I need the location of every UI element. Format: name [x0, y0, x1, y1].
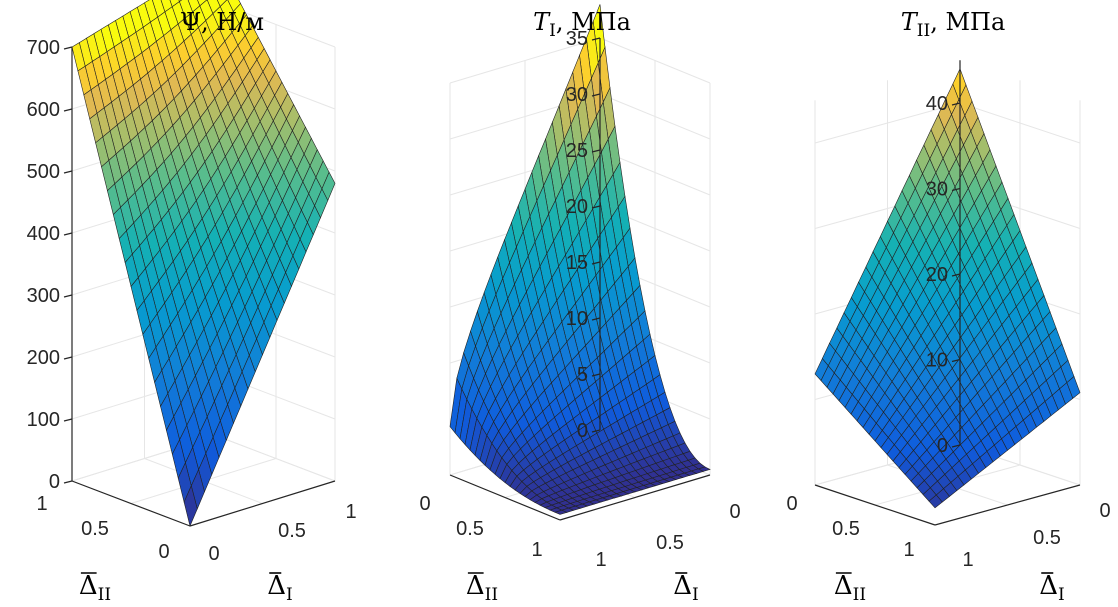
z-tick-label: 400: [27, 223, 60, 245]
z-tick-label: 10: [566, 308, 588, 330]
z-tick-mark: [591, 261, 601, 265]
z-tick-label: 15: [566, 252, 588, 274]
z-tick-mark: [591, 149, 601, 153]
base-axis-line: [189, 480, 336, 527]
surface-patch: [554, 509, 568, 515]
x-tick-label: 0: [729, 501, 740, 523]
x-tick-label: 1: [595, 549, 606, 571]
z-tick-mark: [591, 93, 601, 97]
z-tick-mark: [63, 418, 73, 422]
z-tick-label: 500: [27, 161, 60, 183]
z-tick-label: 600: [27, 99, 60, 121]
z-tick-label: 30: [926, 179, 948, 201]
z-tick-mark: [591, 373, 601, 377]
z-tick-label: 40: [926, 93, 948, 115]
z-tick-mark: [591, 37, 601, 41]
grid-line: [959, 102, 1081, 144]
z-tick-label: 20: [566, 196, 588, 218]
base-axis-line: [934, 484, 1081, 526]
z-tick-label: 0: [937, 435, 948, 457]
panel-title: Ψ, Н/м: [180, 8, 264, 36]
z-tick-mark: [591, 429, 601, 433]
z-tick-mark: [591, 205, 601, 209]
x-tick-label: 1: [962, 549, 973, 571]
y-tick-label: 0.5: [832, 518, 860, 540]
z-tick-mark: [951, 102, 961, 106]
panel-psi: 0 100 200 300 400 500 600 700 0 0.5 1 1 0.5 0 Ψ, Н/м ΔI…: [27, 0, 357, 605]
x-axis-label: ΔI: [1039, 571, 1065, 605]
x-tick-label: 0.5: [656, 532, 684, 554]
z-tick-mark: [63, 232, 73, 236]
z-tick-label: 0: [577, 420, 588, 442]
y-tick-label: 0.5: [456, 518, 484, 540]
surface-patch: [183, 484, 198, 527]
z-tick-mark: [591, 317, 601, 321]
y-tick-label: 1: [531, 539, 542, 561]
z-tick-mark: [63, 294, 73, 298]
z-tick-label: 10: [926, 350, 948, 372]
x-tick-label: 0: [1099, 500, 1110, 522]
grid-line: [599, 37, 711, 84]
x-axis-label: ΔI: [673, 571, 699, 605]
x-tick-label: 1: [345, 501, 356, 523]
base-axis-line: [71, 480, 191, 527]
z-tick-label: 0: [49, 471, 60, 493]
z-tick-label: 25: [566, 140, 588, 162]
base-axis-line: [559, 474, 711, 521]
z-tick-mark: [63, 480, 73, 484]
y-axis-label: ΔII: [79, 571, 111, 605]
base-axis-line: [814, 484, 936, 526]
z-tick-label: 20: [926, 264, 948, 286]
x-tick-label: 0: [208, 543, 219, 565]
grid-line: [814, 102, 961, 144]
panel-title: TI, МПа: [533, 8, 631, 41]
grid-line: [449, 37, 601, 84]
z-tick-mark: [63, 356, 73, 360]
z-tick-mark: [951, 273, 961, 277]
z-tick-mark: [63, 46, 73, 50]
z-tick-label: 700: [27, 37, 60, 59]
y-axis-label: ΔII: [466, 571, 498, 605]
z-tick-label: 200: [27, 347, 60, 369]
z-tick-label: 300: [27, 285, 60, 307]
x-axis-label: ΔI: [267, 571, 293, 605]
y-tick-label: 0: [786, 493, 797, 515]
panel-title: TII, МПа: [901, 8, 1006, 41]
surface-patch: [928, 494, 943, 509]
y-tick-label: 1: [903, 539, 914, 561]
z-tick-mark: [951, 444, 961, 448]
z-tick-label: 5: [577, 364, 588, 386]
z-tick-mark: [951, 187, 961, 192]
z-tick-label: 30: [566, 84, 588, 106]
y-tick-label: 0: [419, 493, 430, 515]
y-tick-label: 0.5: [81, 518, 109, 540]
grid-line: [599, 93, 711, 140]
y-tick-label: 0: [158, 541, 169, 563]
x-tick-label: 0.5: [278, 520, 306, 542]
y-tick-label: 1: [36, 493, 47, 515]
z-tick-label: 100: [27, 409, 60, 431]
z-tick-mark: [951, 358, 961, 363]
x-tick-label: 0.5: [1033, 527, 1061, 549]
y-axis-label: ΔII: [834, 571, 866, 605]
z-tick-mark: [63, 108, 73, 112]
base-axis-line: [449, 474, 561, 521]
grid-line: [216, 435, 336, 482]
z-tick-mark: [63, 170, 73, 174]
z-tick-label: 35: [566, 28, 588, 50]
